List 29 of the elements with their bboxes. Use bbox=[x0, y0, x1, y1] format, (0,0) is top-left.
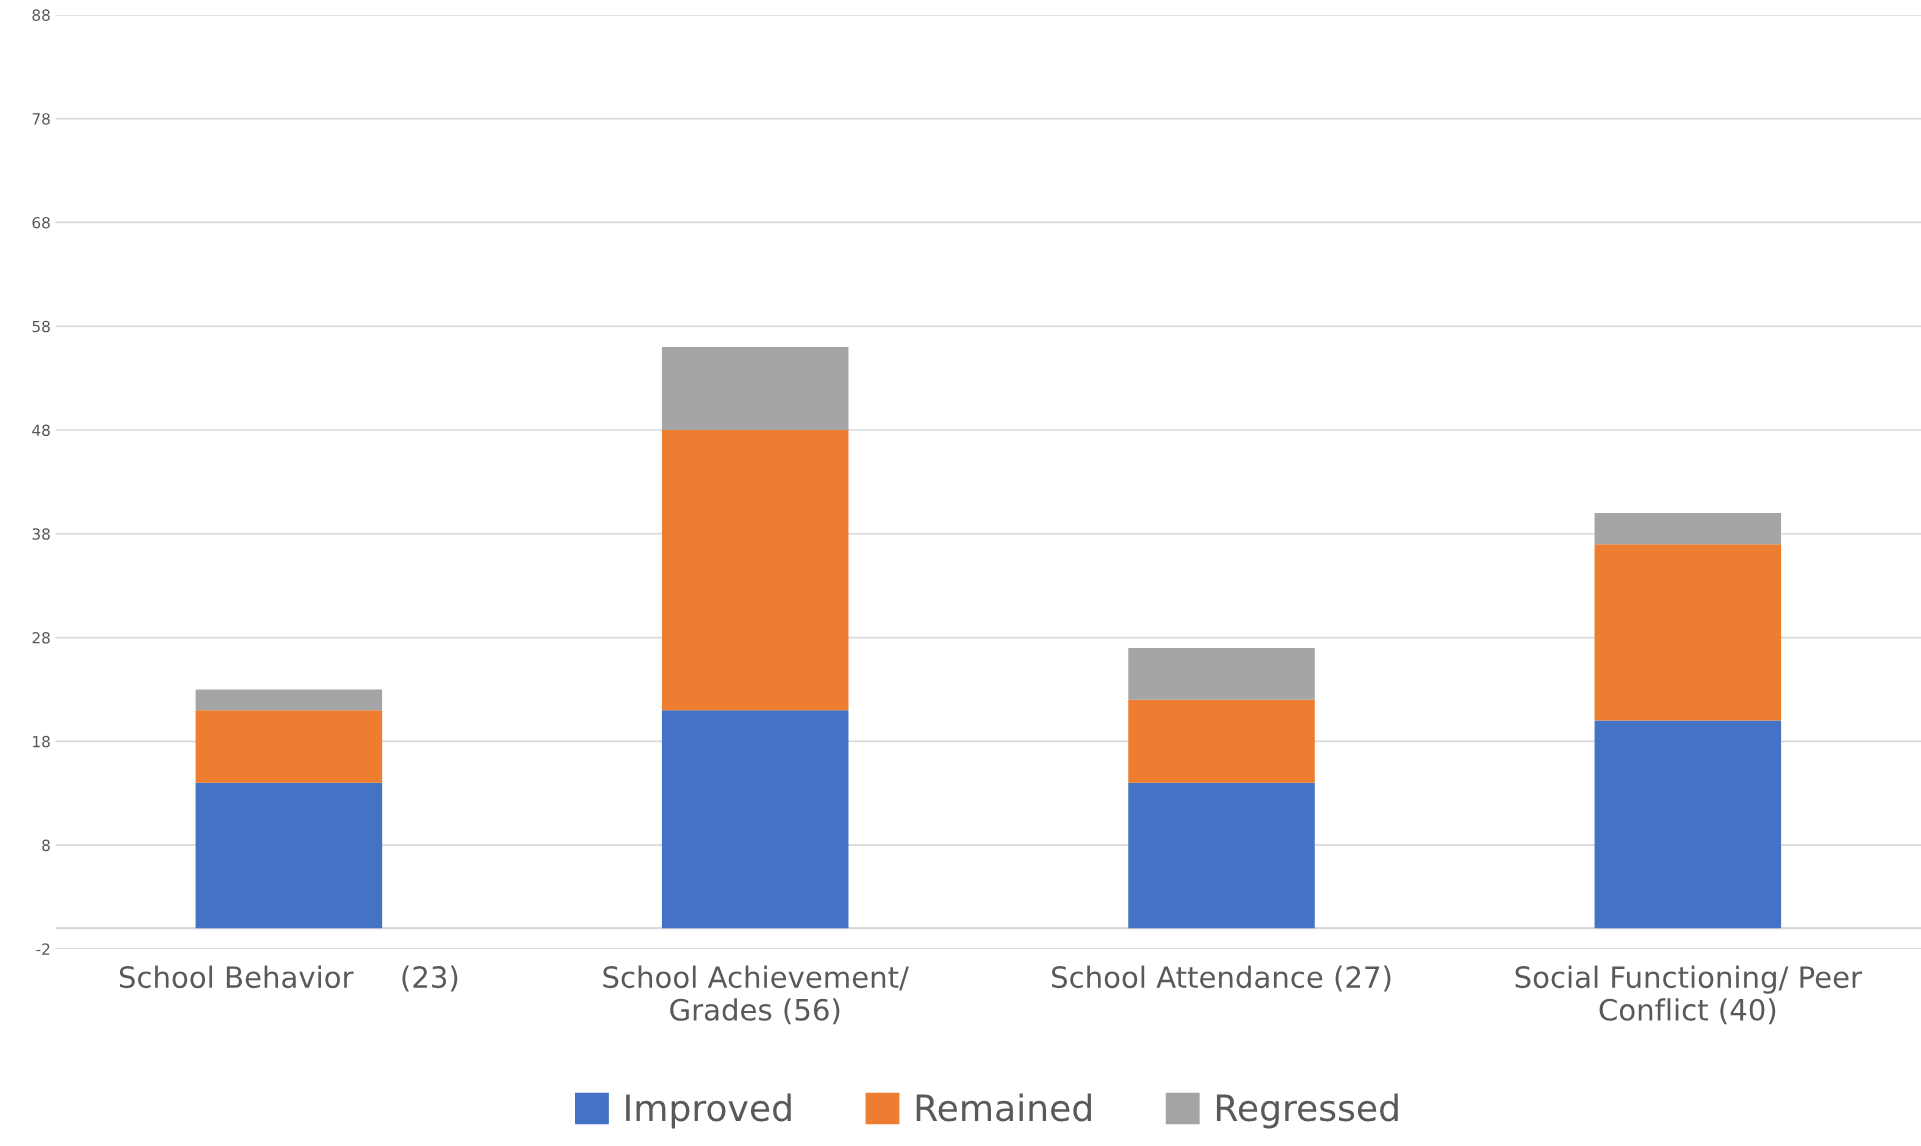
bar bbox=[1594, 720, 1782, 929]
y-tick-label: 8 bbox=[42, 839, 50, 852]
y-tick-label: 18 bbox=[33, 735, 50, 748]
bar bbox=[195, 689, 383, 711]
y-tick-label: 38 bbox=[32, 528, 50, 540]
bar bbox=[1594, 544, 1782, 721]
bar bbox=[661, 430, 849, 711]
x-tick-label: School Achievement/ Grades (56) bbox=[603, 965, 909, 1025]
y-tick-label: -2 bbox=[36, 943, 50, 955]
y-tick-label: 88 bbox=[32, 9, 50, 21]
y-tick-label: 28 bbox=[32, 632, 50, 644]
y-tick-label: 48 bbox=[32, 424, 50, 437]
y-tick-label: 78 bbox=[32, 113, 50, 125]
x-tick-label: School Behavior (23) bbox=[119, 965, 458, 992]
legend-label: Regressed bbox=[1216, 1093, 1398, 1129]
x-tick-label: Social Functioning/ Peer Conflict (40) bbox=[1515, 965, 1863, 1025]
legend-label: Improved bbox=[626, 1093, 791, 1129]
bar bbox=[195, 782, 383, 929]
legend-label: Remained bbox=[916, 1093, 1091, 1122]
bar bbox=[661, 710, 849, 929]
bar bbox=[661, 346, 849, 430]
bar bbox=[1128, 647, 1315, 700]
bar bbox=[1128, 782, 1315, 929]
x-tick-label: School Attendance (27) bbox=[1052, 965, 1391, 992]
bar bbox=[1594, 513, 1782, 545]
bar bbox=[195, 710, 383, 783]
bar bbox=[1128, 699, 1315, 783]
y-tick-label: 68 bbox=[32, 216, 50, 229]
y-tick-label: 58 bbox=[32, 320, 50, 333]
